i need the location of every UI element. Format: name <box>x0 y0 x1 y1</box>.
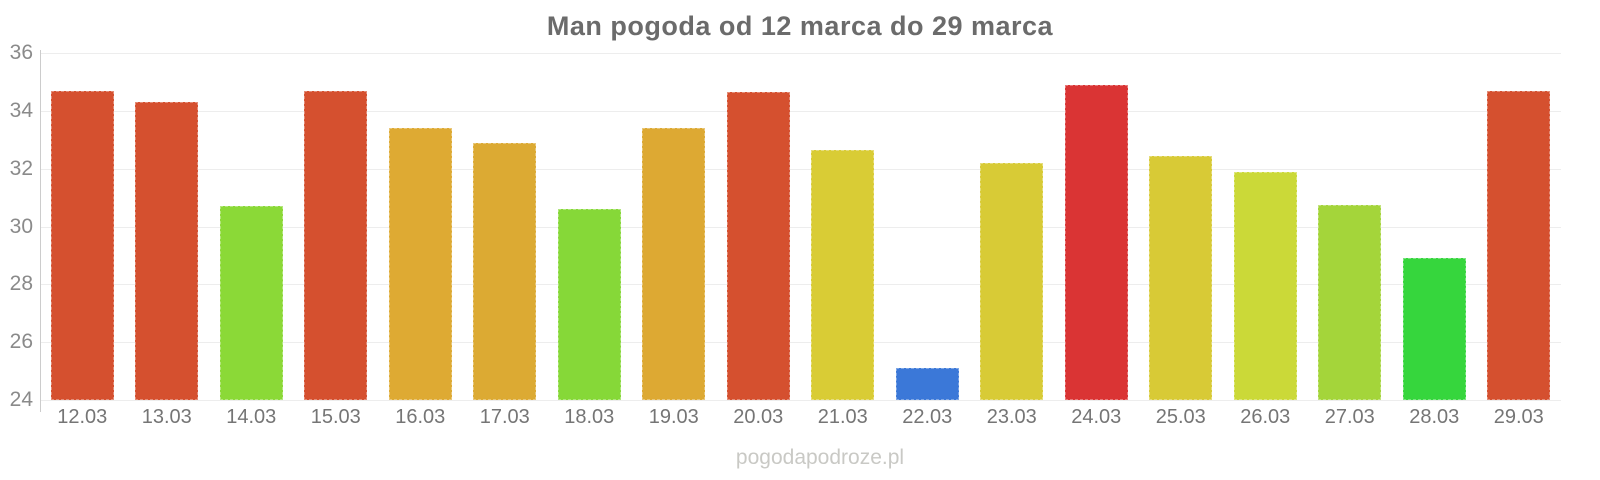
x-axis-label-29.03: 29.03 <box>1493 406 1544 428</box>
y-axis-label-24: 24 <box>9 388 33 411</box>
x-axis-label-27.03: 27.03 <box>1324 406 1375 428</box>
bar-21.03[interactable] <box>811 149 875 400</box>
bar-25.03[interactable] <box>1149 155 1213 400</box>
x-axis-label-13.03: 13.03 <box>141 406 192 428</box>
x-axis-label-19.03: 19.03 <box>648 406 699 428</box>
bar-27.03[interactable] <box>1318 204 1382 400</box>
y-axis-label-32: 32 <box>9 156 33 180</box>
bar-12.03[interactable] <box>50 90 114 400</box>
bar-23.03[interactable] <box>980 162 1044 400</box>
y-axis-label-34: 34 <box>9 98 33 122</box>
gridline-36 <box>40 53 1561 54</box>
bar-13.03[interactable] <box>135 102 199 400</box>
y-axis-label-36: 36 <box>9 41 33 64</box>
bar-14.03[interactable] <box>219 206 283 400</box>
watermark: pogodapodroze.pl <box>735 446 905 469</box>
x-axis-label-21.03: 21.03 <box>817 406 868 428</box>
y-axis-label-30: 30 <box>9 214 33 238</box>
y-axis-label-28: 28 <box>9 272 33 296</box>
x-axis-label-14.03: 14.03 <box>226 406 277 428</box>
bar-29.03[interactable] <box>1487 90 1551 400</box>
x-axis-label-15.03: 15.03 <box>310 406 361 428</box>
gridline-26 <box>40 342 1561 344</box>
y-axis-label-26: 26 <box>9 330 33 354</box>
gridline-30 <box>40 226 1561 228</box>
bar-19.03[interactable] <box>642 128 706 400</box>
gridline-34 <box>40 110 1561 112</box>
x-axis-label-24.03: 24.03 <box>1071 406 1122 428</box>
bar-15.03[interactable] <box>304 90 368 400</box>
x-axis-label-28.03: 28.03 <box>1409 406 1460 428</box>
bar-16.03[interactable] <box>388 128 452 400</box>
x-axis-label-23.03: 23.03 <box>986 406 1037 428</box>
bar-28.03[interactable] <box>1402 258 1466 400</box>
chart-title: Man pogoda od 12 marca do 29 marca <box>546 11 1054 41</box>
y-axis-line <box>40 50 41 412</box>
gridline-32 <box>40 168 1561 170</box>
x-axis-label-20.03: 20.03 <box>733 406 784 428</box>
gridline-24 <box>40 400 1561 401</box>
x-axis-label-22.03: 22.03 <box>902 406 953 428</box>
bar-20.03[interactable] <box>726 92 790 400</box>
x-axis-label-25.03: 25.03 <box>1155 406 1206 428</box>
bar-22.03[interactable] <box>895 368 959 400</box>
bar-26.03[interactable] <box>1233 171 1297 400</box>
bar-24.03[interactable] <box>1064 84 1128 400</box>
x-axis-label-12.03: 12.03 <box>57 406 108 428</box>
x-axis-label-18.03: 18.03 <box>564 406 615 428</box>
x-axis-label-16.03: 16.03 <box>395 406 446 428</box>
bar-17.03[interactable] <box>473 142 537 400</box>
bar-18.03[interactable] <box>557 209 621 400</box>
x-axis-label-26.03: 26.03 <box>1240 406 1291 428</box>
gridline-28 <box>40 284 1561 286</box>
x-axis-label-17.03: 17.03 <box>479 406 530 428</box>
